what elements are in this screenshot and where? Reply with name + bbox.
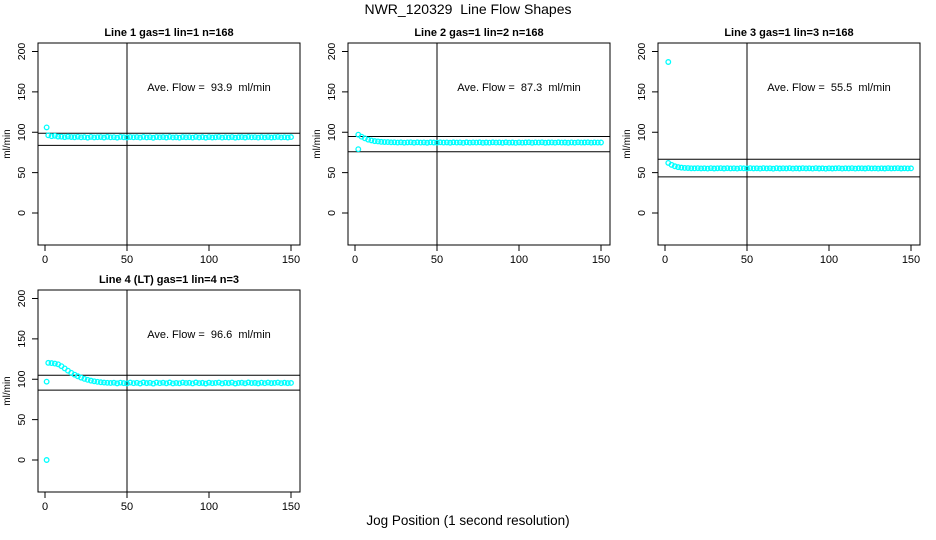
y-axis: 0 50 100 150 200: [326, 43, 348, 216]
y-axis-title: ml/min: [2, 129, 13, 158]
svg-text:0: 0: [16, 457, 28, 463]
axes: [37, 289, 301, 493]
panel-title: Line 2 gas=1 lin=2 n=168: [414, 27, 543, 39]
figure-title: NWR_120329 Line Flow Shapes: [364, 1, 572, 17]
svg-text:150: 150: [282, 254, 300, 266]
y-axis-title: ml/min: [312, 129, 323, 158]
svg-text:200: 200: [16, 290, 28, 308]
svg-text:50: 50: [16, 414, 28, 426]
panel-svg-1: 0 50 100 150 200 ml/min 0 50 100 150 Line 1 gas=1 …: [2, 27, 301, 266]
x-axis: 0 50 100 150: [42, 492, 300, 513]
y-axis: 0 50 100 150 200: [16, 43, 38, 216]
ave-flow-annotation: Ave. Flow = 87.3 ml/min: [457, 82, 581, 94]
panel-svg-2: 0 50 100 150 200 ml/min 0 50 100 150 Line 2 gas=1 …: [312, 27, 611, 266]
svg-text:200: 200: [326, 43, 338, 61]
x-axis: 0 50 100 150: [662, 245, 920, 266]
panel-line-1: 0 50 100 150 200 ml/min 0 50 100 150 Line 1 gas=1 …: [0, 20, 312, 270]
svg-text:200: 200: [636, 43, 648, 61]
svg-text:0: 0: [352, 254, 358, 266]
svg-text:50: 50: [121, 501, 133, 513]
axes: [657, 42, 921, 246]
data-points: [43, 359, 294, 463]
svg-text:0: 0: [42, 254, 48, 266]
ave-flow-annotation: Ave. Flow = 55.5 ml/min: [767, 82, 891, 94]
svg-text:50: 50: [326, 167, 338, 179]
svg-text:150: 150: [326, 83, 338, 101]
y-axis: 0 50 100 150 200: [16, 290, 38, 463]
outlier-point: [43, 378, 50, 385]
svg-text:150: 150: [902, 254, 920, 266]
panel-title: Line 1 gas=1 lin=1 n=168: [104, 27, 233, 39]
svg-text:0: 0: [42, 501, 48, 513]
svg-text:100: 100: [200, 501, 218, 513]
svg-text:100: 100: [510, 254, 528, 266]
x-axis: 0 50 100 150: [352, 245, 610, 266]
svg-text:150: 150: [16, 330, 28, 348]
ave-flow-annotation: Ave. Flow = 93.9 ml/min: [147, 82, 271, 94]
svg-text:0: 0: [16, 210, 28, 216]
x-axis: 0 50 100 150: [42, 245, 300, 266]
svg-text:50: 50: [636, 167, 648, 179]
svg-text:150: 150: [16, 83, 28, 101]
outlier-point: [355, 146, 362, 153]
svg-text:50: 50: [16, 167, 28, 179]
svg-text:50: 50: [431, 254, 443, 266]
panel-svg-4: 0 50 100 150 200 ml/min 0 50 100 150 Line 4 (LT) g…: [2, 274, 301, 513]
outlier-point: [43, 124, 50, 131]
svg-text:100: 100: [636, 123, 648, 141]
svg-text:100: 100: [326, 123, 338, 141]
y-axis: 0 50 100 150 200: [636, 43, 658, 216]
panel-line-2: 0 50 100 150 200 ml/min 0 50 100 150 Line 2 gas=1 …: [310, 20, 622, 270]
panel-title: Line 3 gas=1 lin=3 n=168: [724, 27, 853, 39]
svg-text:0: 0: [636, 210, 648, 216]
svg-text:100: 100: [16, 370, 28, 388]
panel-line-3: 0 50 100 150 200 ml/min 0 50 100 150 Line 3 gas=1 …: [620, 20, 936, 270]
svg-text:0: 0: [326, 210, 338, 216]
outlier-point: [43, 457, 50, 463]
svg-text:100: 100: [820, 254, 838, 266]
axes: [347, 42, 611, 246]
svg-text:0: 0: [662, 254, 668, 266]
svg-text:150: 150: [636, 83, 648, 101]
data-points: [665, 59, 914, 172]
panel-title: Line 4 (LT) gas=1 lin=4 n=3: [99, 274, 239, 286]
svg-text:100: 100: [16, 123, 28, 141]
ave-flow-annotation: Ave. Flow = 96.6 ml/min: [147, 329, 271, 341]
svg-text:100: 100: [200, 254, 218, 266]
data-points: [43, 124, 294, 141]
panel-line-4: 0 50 100 150 200 ml/min 0 50 100 150 Line 4 (LT) g…: [0, 267, 312, 517]
svg-text:150: 150: [282, 501, 300, 513]
svg-text:50: 50: [741, 254, 753, 266]
svg-text:50: 50: [121, 254, 133, 266]
svg-text:150: 150: [592, 254, 610, 266]
y-axis-title: ml/min: [2, 376, 13, 405]
panel-svg-3: 0 50 100 150 200 ml/min 0 50 100 150 Line 3 gas=1 …: [622, 27, 921, 266]
svg-text:200: 200: [16, 43, 28, 61]
y-axis-title: ml/min: [622, 129, 633, 158]
data-points: [355, 131, 604, 153]
outlier-point: [665, 59, 672, 65]
x-axis-label: Jog Position (1 second resolution): [366, 513, 570, 528]
axes: [37, 42, 301, 246]
